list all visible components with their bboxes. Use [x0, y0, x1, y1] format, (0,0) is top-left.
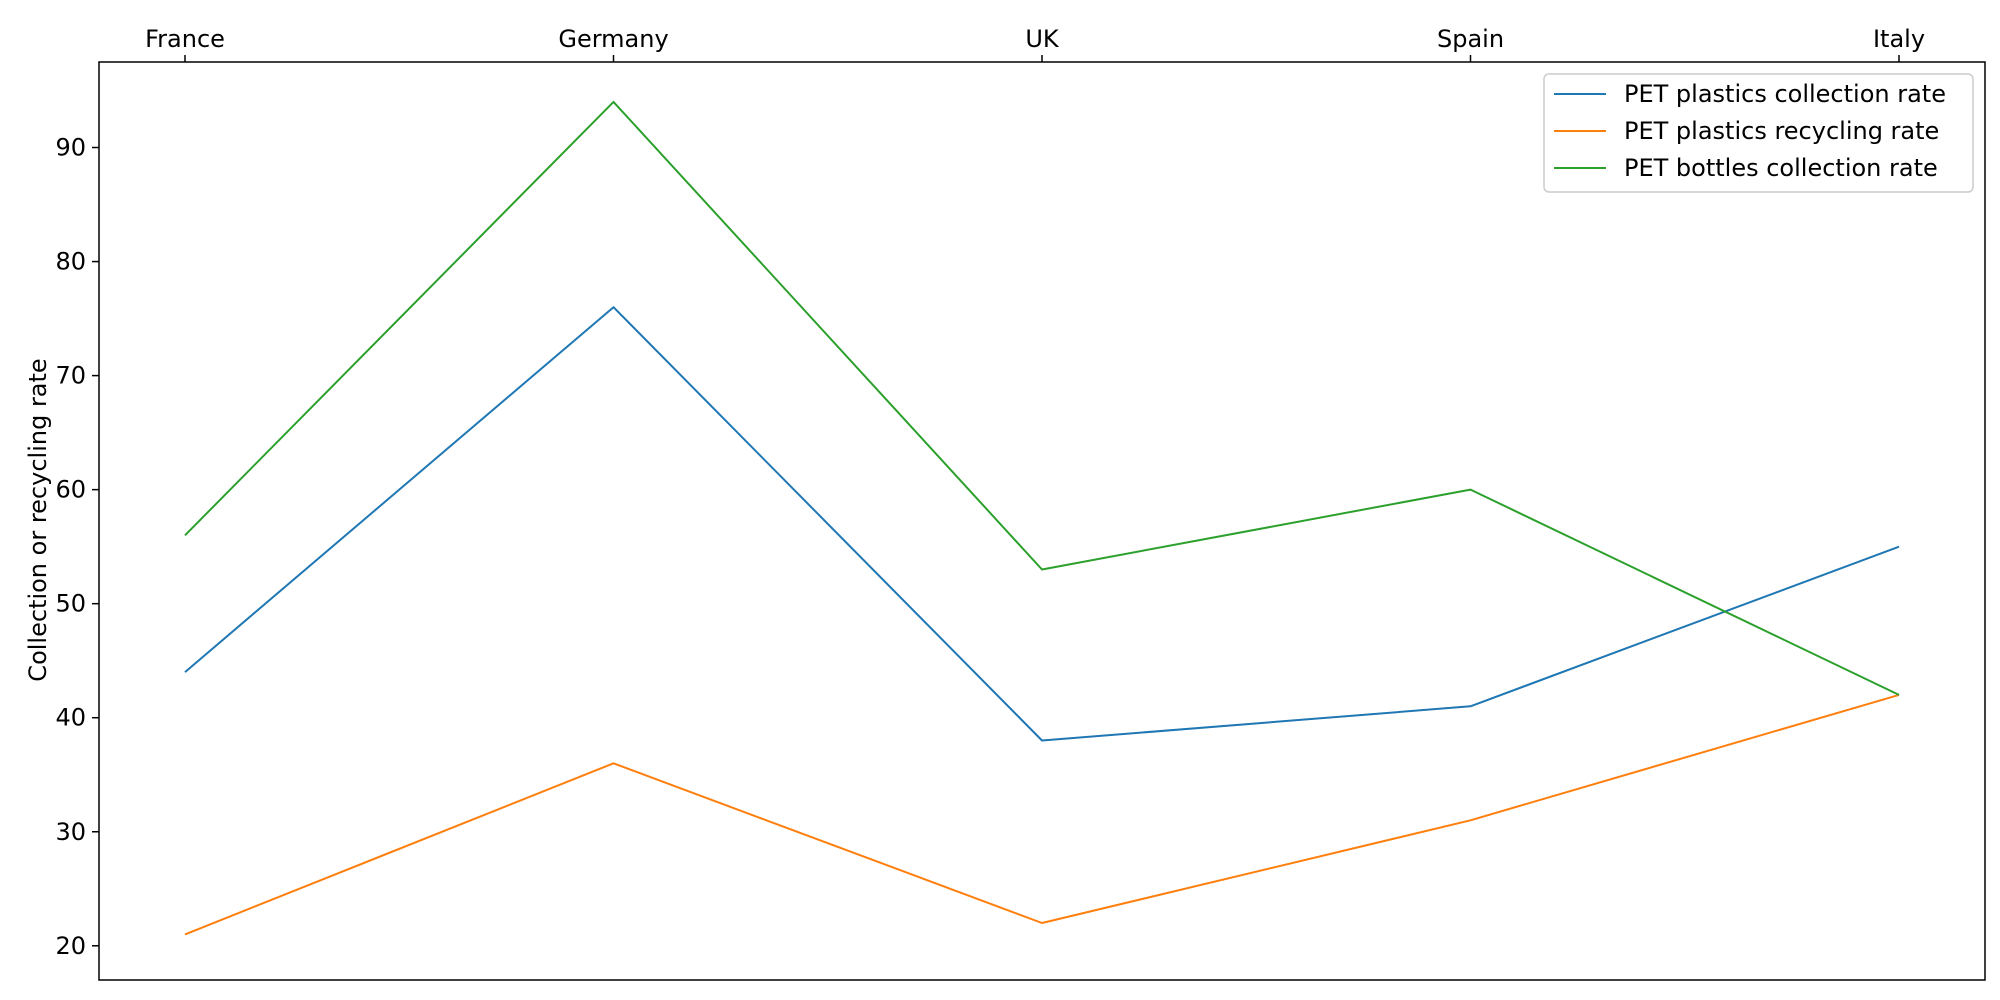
series-line-3	[184, 100, 1900, 696]
y-tick-label: 80	[55, 248, 86, 276]
legend-label: PET plastics recycling rate	[1624, 117, 1939, 145]
y-tick-label: 40	[55, 704, 86, 732]
x-tick-label: Germany	[558, 25, 668, 53]
x-tick-label: France	[145, 25, 225, 53]
plot-area	[98, 61, 1986, 981]
x-tick-label: UK	[1025, 25, 1060, 53]
series-line-2	[184, 693, 1900, 936]
y-tick-label: 90	[55, 134, 86, 162]
legend-box	[1543, 73, 1974, 193]
y-axis-title: Collection or recycling rate	[24, 358, 52, 681]
legend-label: PET plastics collection rate	[1624, 80, 1946, 108]
y-tick-label: 20	[55, 932, 86, 960]
legend: PET plastics collection rate PET plastics…	[1543, 73, 1974, 193]
y-tick-label: 30	[55, 818, 86, 846]
x-axis: France Germany UK Spain Italy	[145, 25, 1925, 62]
y-tick-label: 70	[55, 362, 86, 390]
y-tick-label: 50	[55, 590, 86, 618]
x-tick-label: Spain	[1437, 25, 1504, 53]
legend-label: PET bottles collection rate	[1624, 154, 1938, 182]
y-tick-label: 60	[55, 476, 86, 504]
series-line-1	[184, 306, 1900, 742]
y-axis: 20 30 40 50 60 70 80 90	[55, 134, 99, 960]
series-layer	[184, 100, 1900, 936]
x-tick-label: Italy	[1873, 25, 1925, 53]
